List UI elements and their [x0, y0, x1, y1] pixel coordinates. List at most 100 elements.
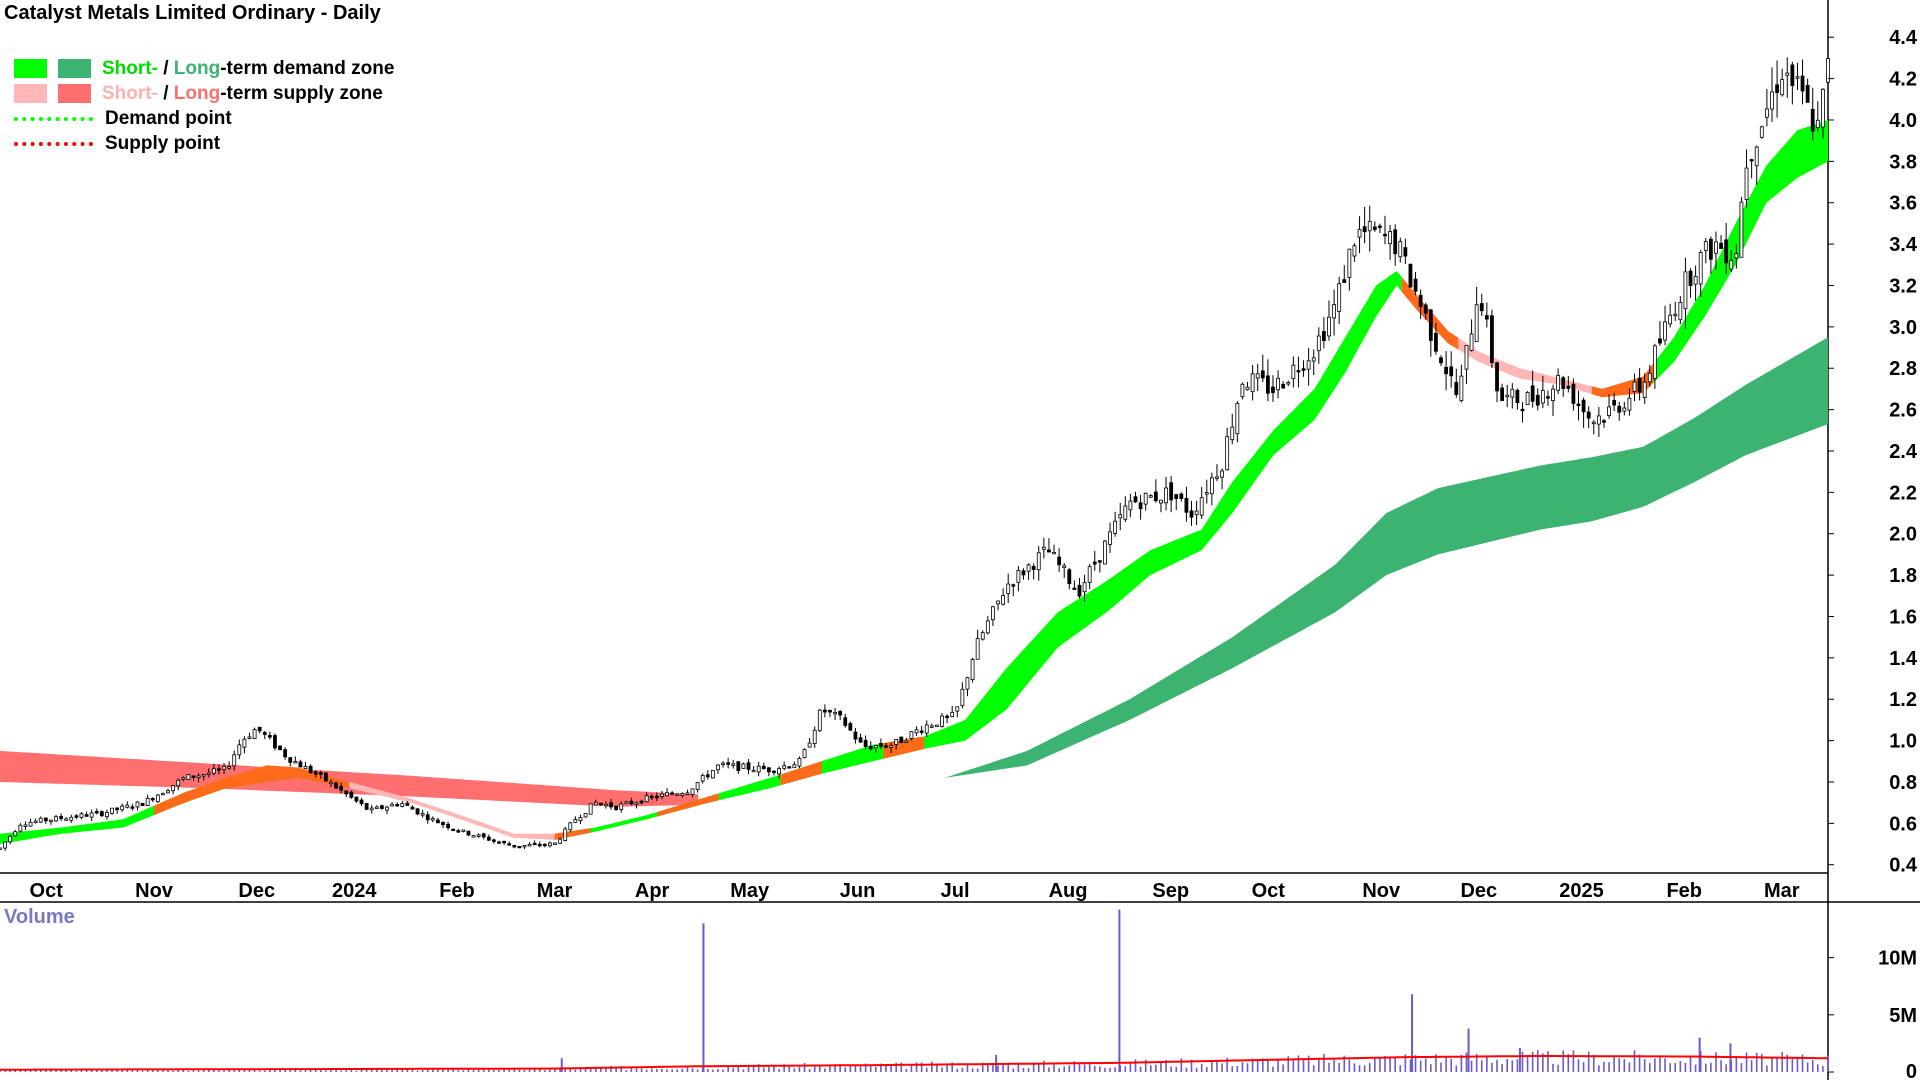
candle-body: [731, 763, 736, 766]
legend-supply-short-text: Short-: [102, 82, 158, 104]
candle-body: [787, 766, 792, 769]
candle-body: [89, 812, 94, 818]
candle-body: [1031, 565, 1036, 570]
candle-body: [817, 709, 822, 732]
price-tick-label: 0.6: [1889, 813, 1917, 835]
candle-body: [171, 785, 176, 792]
price-tick-label: 1.2: [1889, 689, 1917, 711]
candle-body: [619, 803, 624, 810]
candle-body: [247, 736, 252, 739]
candle-body: [828, 709, 832, 713]
price-tick-label: 0.4: [1889, 855, 1918, 877]
candle-body: [991, 606, 995, 621]
candle-body: [283, 749, 288, 758]
candle-body: [476, 834, 481, 837]
candle-body: [3, 841, 7, 849]
candle-body: [1311, 357, 1316, 362]
candle-body: [206, 772, 211, 775]
candle-body: [685, 792, 690, 795]
price-tick-label: 2.8: [1889, 358, 1917, 380]
candle-body: [1194, 510, 1199, 516]
candle-body: [374, 806, 379, 809]
candle-body: [1714, 241, 1718, 254]
candle-body: [1215, 476, 1219, 479]
short-zone-transition-2: [308, 770, 350, 789]
candle-body: [1286, 382, 1291, 385]
legend-supply-sep: /: [157, 82, 174, 104]
candle-body: [1439, 357, 1443, 364]
candle-body: [782, 765, 787, 769]
candle-body: [654, 795, 659, 799]
candle-body: [1586, 411, 1591, 419]
candle-body: [1602, 420, 1606, 423]
candle-body: [145, 797, 150, 806]
candle-body: [405, 802, 410, 806]
candle-body: [1087, 566, 1092, 583]
candle-body: [1092, 561, 1097, 565]
candle-body: [1444, 366, 1449, 375]
date-tick-label: 2025: [1559, 880, 1604, 902]
volume-label: Volume: [4, 906, 75, 928]
candle-body: [1398, 241, 1403, 258]
candle-body: [919, 730, 924, 733]
candle-body: [1719, 242, 1723, 249]
candle-body: [639, 800, 644, 804]
candle-body: [909, 731, 914, 739]
candle-body: [624, 801, 629, 804]
candle-body: [110, 807, 114, 814]
candle-body: [848, 723, 853, 731]
candle-body: [1403, 247, 1408, 257]
candle-body: [670, 792, 675, 795]
candle-body: [542, 843, 547, 847]
candle-body: [237, 744, 242, 756]
candle-body: [1057, 556, 1062, 566]
candle-body: [176, 779, 181, 787]
candle-body: [385, 806, 389, 811]
candle-body: [1337, 283, 1342, 312]
candle-body: [1729, 259, 1734, 270]
candle-body: [1123, 505, 1128, 520]
candle-body: [1016, 569, 1021, 583]
date-tick-label: Nov: [1362, 880, 1401, 902]
candle-body: [1469, 333, 1474, 351]
candle-body: [1276, 377, 1280, 391]
candle-body: [553, 842, 557, 845]
candle-body: [1108, 531, 1112, 545]
candle-body: [598, 802, 603, 806]
price-tick-label: 2.2: [1889, 482, 1917, 504]
candle-body: [1143, 492, 1148, 505]
candle-body: [527, 844, 532, 847]
candle-body: [1418, 294, 1423, 307]
legend-supply-zone: Short- / Long -term supply zone: [14, 81, 394, 106]
candle-body: [471, 835, 476, 838]
candle-body: [1240, 383, 1245, 398]
price-tick-label: 2.6: [1889, 400, 1917, 422]
candle-body: [191, 775, 196, 778]
candle-body: [660, 793, 664, 797]
candle-body: [1754, 146, 1759, 167]
candle-body: [1327, 316, 1331, 337]
candle-body: [1378, 225, 1382, 228]
candle-body: [1082, 582, 1087, 593]
candle-body: [1230, 426, 1235, 441]
candle-body: [1372, 226, 1377, 230]
legend-demand-sep: /: [157, 57, 174, 79]
candle-body: [446, 823, 450, 829]
legend-demand-point: Demand point: [14, 106, 394, 131]
candle-body: [1464, 345, 1469, 370]
legend-demand-point-text: Demand point: [105, 107, 232, 129]
candle-body: [889, 745, 893, 748]
candle-body: [99, 811, 104, 817]
supply-point-line: [14, 141, 93, 146]
candle-body: [1561, 377, 1566, 389]
candle-body: [359, 799, 364, 805]
candle-body: [665, 792, 669, 797]
short-zone-orange-e: [883, 736, 925, 759]
candle-body: [593, 801, 598, 806]
candle-body: [777, 768, 781, 775]
price-tick-label: 0.8: [1889, 772, 1917, 794]
chart-title: Catalyst Metals Limited Ordinary - Daily: [4, 2, 381, 24]
candle-body: [436, 819, 440, 824]
candle-body: [1383, 233, 1387, 237]
